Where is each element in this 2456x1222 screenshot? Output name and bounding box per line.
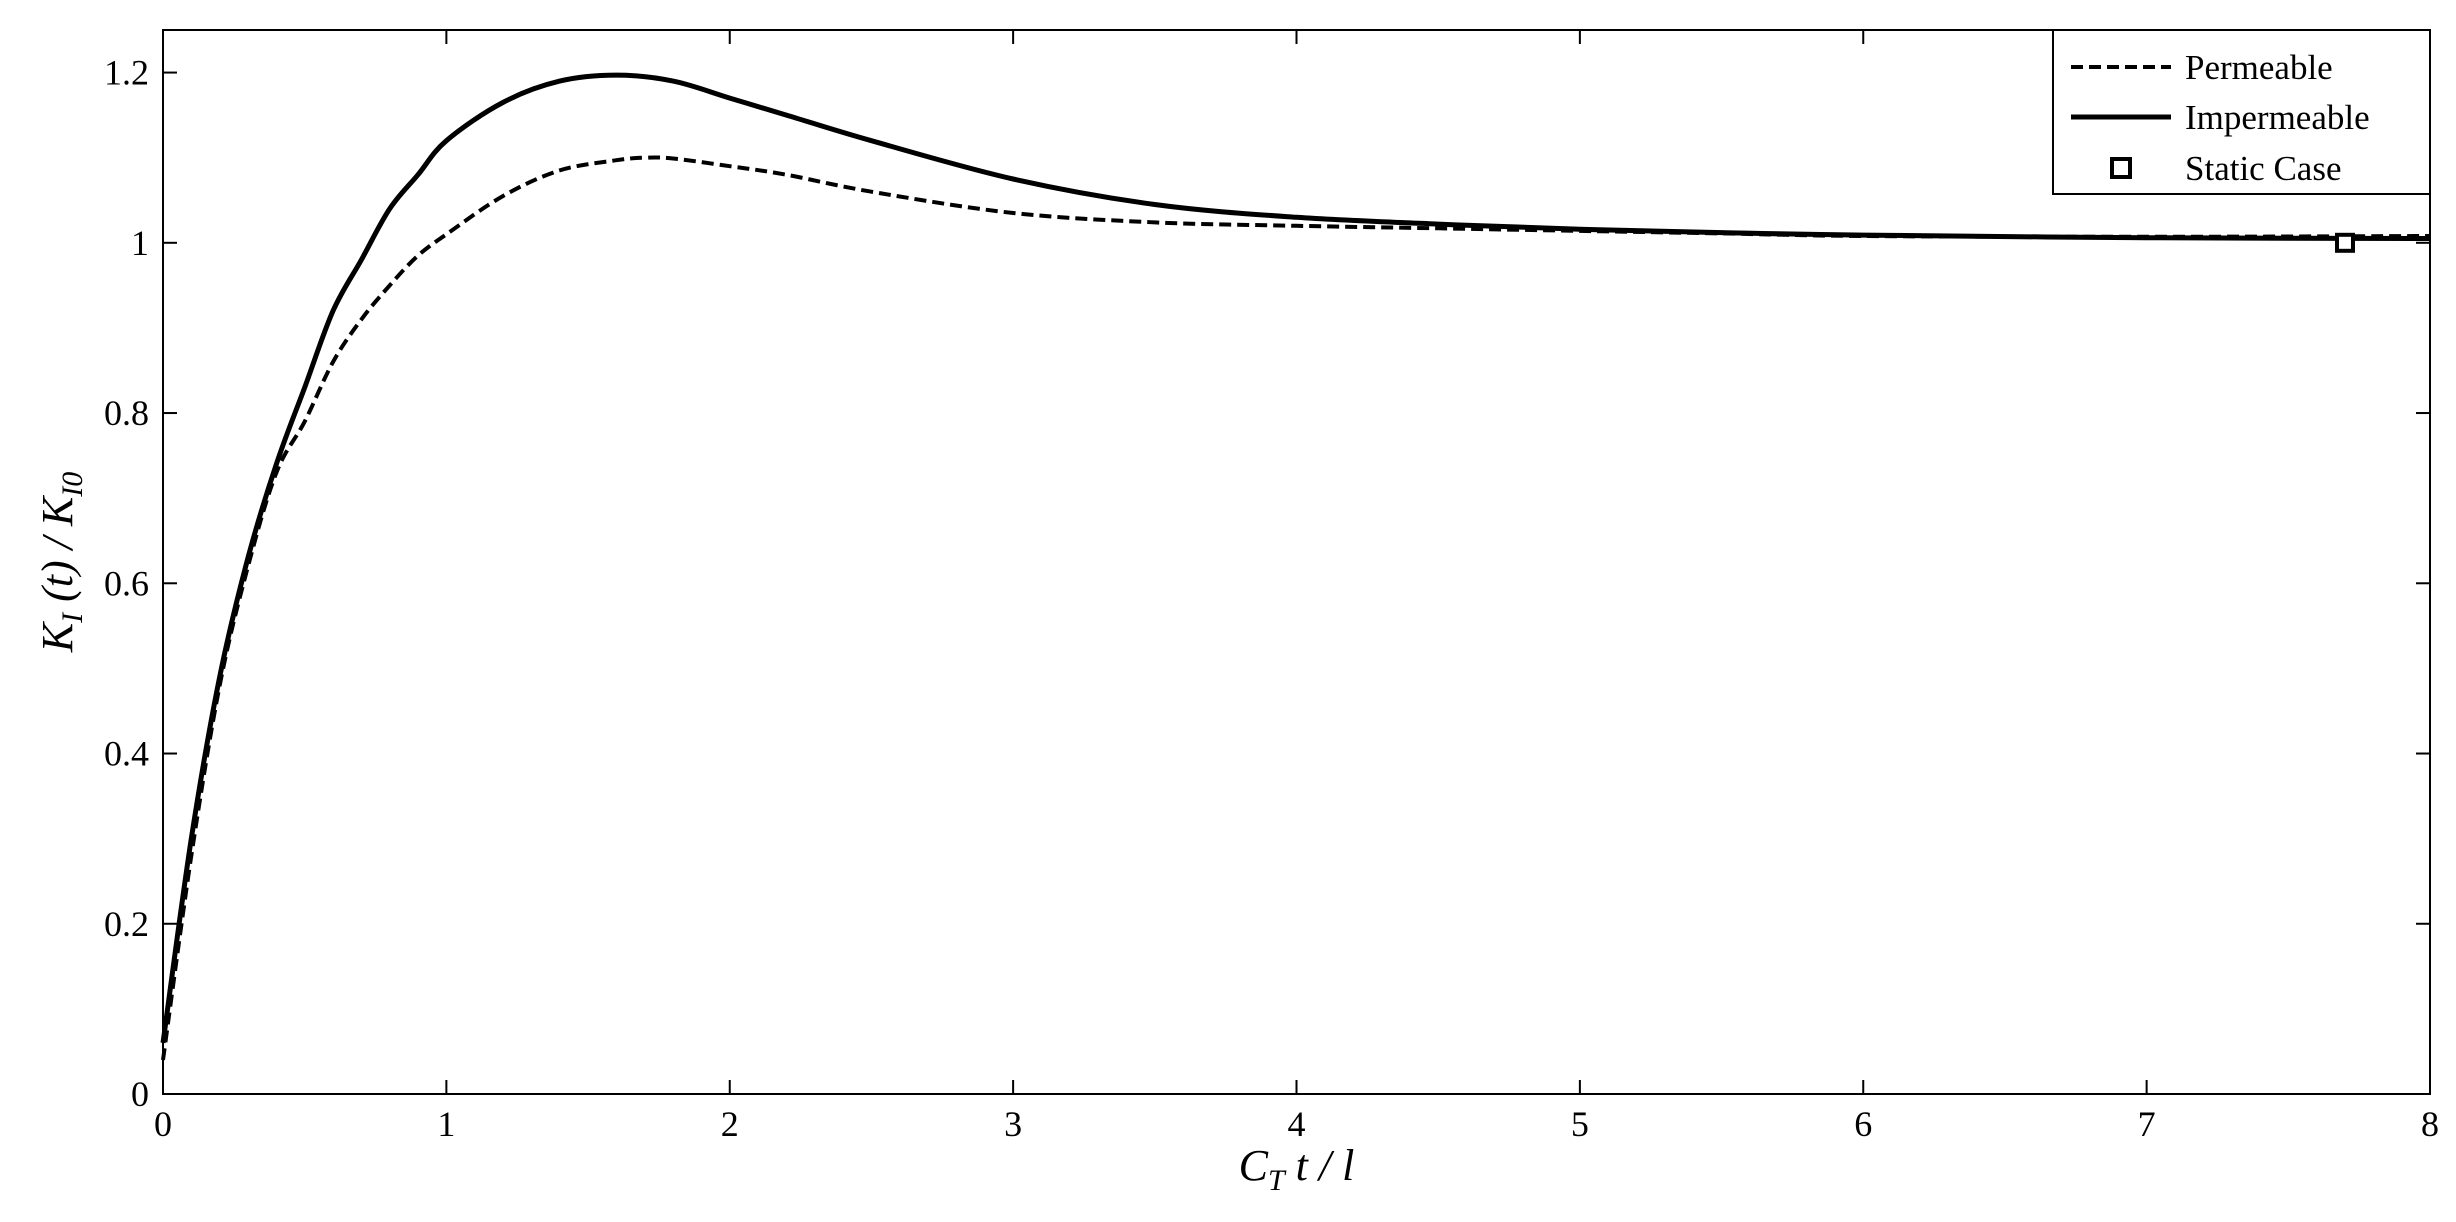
legend-swatch-static-case <box>2110 157 2132 179</box>
y-axis-label-sub1: I <box>56 611 89 624</box>
series-line-impermeable <box>160 72 2431 1044</box>
y-axis-label-main: K <box>33 620 82 653</box>
x-axis-label-rest: t / l <box>1285 1141 1355 1190</box>
y-axis-label-mid: (t) / K <box>33 494 82 613</box>
y-tick-label: 1 <box>131 223 149 263</box>
x-axis-label-sub: T <box>1268 1164 1287 1197</box>
legend: Permeable Impermeable Static Case <box>2052 29 2431 195</box>
x-tick-label: 3 <box>1004 1104 1022 1144</box>
x-tick-label: 2 <box>721 1104 739 1144</box>
series-layer <box>160 72 2431 1061</box>
x-axis-label: CT t / l <box>1239 1141 1355 1197</box>
x-tick-label: 5 <box>1571 1104 1589 1144</box>
marker-layer <box>2334 232 2355 253</box>
x-tick-label: 1 <box>437 1104 455 1144</box>
x-tick-label: 6 <box>1854 1104 1872 1144</box>
legend-label-impermeable: Impermeable <box>2185 98 2370 137</box>
y-tick-label: 0.2 <box>104 904 149 944</box>
y-tick-label: 1.2 <box>104 53 149 93</box>
x-tick-label: 4 <box>1288 1104 1306 1144</box>
legend-label-static-case: Static Case <box>2185 149 2342 188</box>
y-tick-label: 0 <box>131 1074 149 1114</box>
y-axis-label-sub2: I0 <box>56 472 89 498</box>
x-tick-label: 8 <box>2421 1104 2439 1144</box>
x-axis-label-main: C <box>1239 1141 1269 1190</box>
axis-ticks: 0 1 2 3 4 5 6 7 8 0 0.2 0.4 0.6 0.8 1 1.2 <box>104 30 2439 1144</box>
legend-label-permeable: Permeable <box>2185 48 2333 87</box>
y-tick-label: 0.6 <box>104 563 149 603</box>
y-axis-label: KI (t) / KI0 <box>33 472 89 653</box>
marker-static-case <box>2334 232 2355 253</box>
x-tick-label: 7 <box>2138 1104 2156 1144</box>
y-tick-label: 0.4 <box>104 734 149 774</box>
x-tick-label: 0 <box>154 1104 172 1144</box>
y-tick-label: 0.8 <box>104 393 149 433</box>
